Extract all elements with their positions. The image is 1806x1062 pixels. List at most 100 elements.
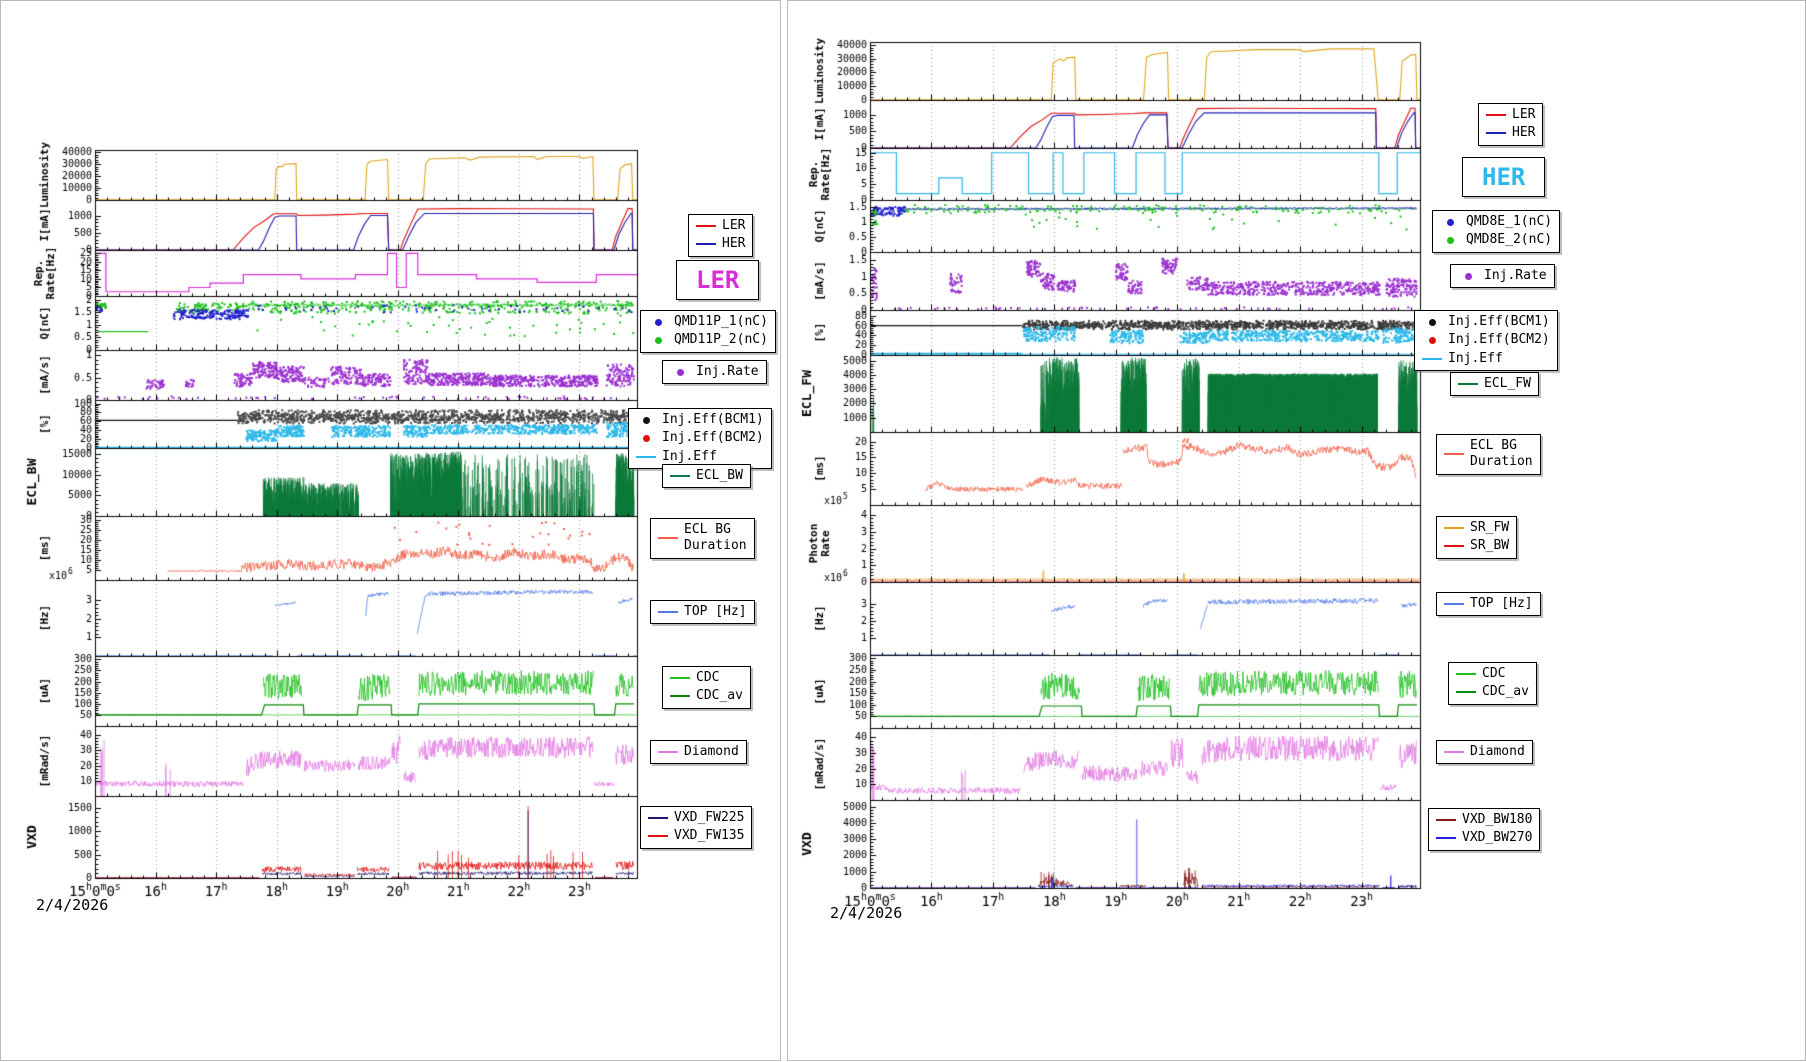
line-marker <box>1444 751 1464 754</box>
line-marker <box>1436 819 1456 822</box>
legend-entry-label: Inj.Eff(BCM2) <box>662 430 764 446</box>
legend-entry-label: SR_FW <box>1470 520 1510 535</box>
legend-entry-label: TOP [Hz] <box>684 604 747 619</box>
legend-marker-swatch <box>648 817 668 820</box>
legend-marker-swatch <box>670 677 690 680</box>
legend-entry-label: ECL_FW <box>1484 376 1531 391</box>
legend-entry: Inj.Eff(BCM1) <box>1420 313 1552 331</box>
legend-entry-label: TOP [Hz] <box>1470 596 1533 611</box>
legend-right-cdc: CDC CDC_av <box>1448 662 1537 705</box>
legend-right-sr: SR_FW SR_BW <box>1436 516 1518 559</box>
legend-entry: ECL_BW <box>668 467 745 485</box>
legend-entry-label: HER <box>1512 125 1536 141</box>
line-marker <box>648 835 668 838</box>
legend-entry: Diamond <box>656 743 741 761</box>
line-marker <box>1444 603 1464 606</box>
legend-entry-label: CDC <box>696 670 720 685</box>
legend-left-cdc: CDC CDC_av <box>662 666 751 709</box>
legend-entry-label: ECL BG Duration <box>684 522 747 554</box>
dot-marker <box>648 318 668 326</box>
line-marker <box>1436 837 1456 840</box>
legend-right-charge: QMD8E_1(nC) QMD8E_2(nC) <box>1432 210 1561 253</box>
legend-entry: Inj.Eff(BCM2) <box>634 429 766 447</box>
legend-left-injeff: Inj.Eff(BCM1) Inj.Eff(BCM2) Inj.Eff <box>628 408 772 469</box>
legend-entry-label: Inj.Eff <box>1448 350 1503 366</box>
legend-right-eclfw: ECL_FW <box>1450 372 1539 397</box>
dot-marker <box>1422 318 1442 326</box>
legend-entry-label: QMD8E_2(nC) <box>1466 232 1553 248</box>
legend-entry-label: LER <box>722 218 746 233</box>
legend-marker-swatch <box>670 695 690 698</box>
dot-marker <box>1458 272 1478 280</box>
legend-entry-label: ECL_BW <box>696 468 743 483</box>
legend-marker-swatch <box>696 225 716 228</box>
legend-entry-label: Inj.Eff(BCM2) <box>1448 332 1550 348</box>
legend-marker-swatch <box>1446 218 1454 226</box>
line-marker <box>658 611 678 614</box>
legend-entry: Inj.Eff <box>1420 350 1552 368</box>
dot-marker <box>636 416 656 424</box>
line-marker <box>696 243 716 246</box>
legend-marker-swatch <box>1428 336 1436 344</box>
legend-marker-swatch <box>658 751 678 754</box>
dot-marker <box>636 434 656 442</box>
legend-marker-swatch <box>670 475 690 478</box>
dot-marker <box>670 368 690 376</box>
legend-marker-swatch <box>676 368 684 376</box>
legend-marker-swatch <box>1444 603 1464 606</box>
legend-left-diamond: Diamond <box>650 740 747 765</box>
legend-entry-label: VXD_BW180 <box>1462 812 1533 827</box>
legend-entry: CDC_av <box>1454 683 1531 701</box>
legend-entry-label: Inj.Rate <box>696 364 759 379</box>
legend-entry-label: VXD_FW135 <box>674 828 745 844</box>
legend-entry: LER <box>694 217 747 235</box>
legend-right-vxd: VXD_BW180 VXD_BW270 <box>1428 808 1541 851</box>
line-marker <box>1444 545 1464 548</box>
dot-marker <box>1422 336 1442 344</box>
legend-entry-label: Inj.Eff <box>662 448 717 464</box>
line-marker <box>1444 527 1464 530</box>
legend-marker-swatch <box>1446 236 1454 244</box>
line-marker <box>658 751 678 754</box>
line-marker <box>1486 114 1506 117</box>
legend-left-current: LER HER <box>688 214 754 257</box>
legend-marker-swatch <box>636 455 656 458</box>
legend-entry: QMD8E_2(nC) <box>1438 231 1554 249</box>
legend-entry-label: QMD11P_2(nC) <box>674 332 768 348</box>
legend-marker-swatch <box>1422 357 1442 360</box>
legend-entry-label: Inj.Eff(BCM1) <box>1448 314 1550 329</box>
legend-entry-label: Diamond <box>1470 744 1525 759</box>
legend-marker-swatch <box>654 336 662 344</box>
legend-entry: ECL BG Duration <box>656 521 749 556</box>
legend-entry: TOP [Hz] <box>1442 595 1535 613</box>
legend-entry: VXD_FW135 <box>646 827 746 845</box>
legend-entry-label: VXD_FW225 <box>674 810 745 825</box>
legend-entry-label: Diamond <box>684 744 739 759</box>
legend-marker-swatch <box>1436 837 1456 840</box>
legend-entry: HER <box>1484 124 1537 142</box>
legend-entry: VXD_BW270 <box>1434 829 1534 847</box>
dot-marker <box>648 336 668 344</box>
legend-entry: TOP [Hz] <box>656 603 749 621</box>
legend-entry-label: VXD_BW270 <box>1462 830 1533 846</box>
line-marker <box>670 677 690 680</box>
legend-marker-swatch <box>1464 272 1472 280</box>
legend-right-top: TOP [Hz] <box>1436 592 1541 617</box>
line-marker <box>636 455 656 458</box>
line-marker <box>1486 132 1506 135</box>
legend-entry: CDC <box>1454 665 1531 683</box>
legend-marker-swatch <box>1444 545 1464 548</box>
line-marker <box>670 475 690 478</box>
legend-marker-swatch <box>658 611 678 614</box>
legend-entry: SR_FW <box>1442 519 1511 537</box>
dot-marker <box>1440 236 1460 244</box>
legend-marker-swatch <box>696 243 716 246</box>
legend-left-eclbg: ECL BG Duration <box>650 518 755 559</box>
line-marker <box>1458 383 1478 386</box>
legend-right-injeff: Inj.Eff(BCM1) Inj.Eff(BCM2) Inj.Eff <box>1414 310 1558 371</box>
legend-left-top: TOP [Hz] <box>650 600 755 625</box>
legend-entry: QMD11P_1(nC) <box>646 313 770 331</box>
legend-right-current: LER HER <box>1478 103 1544 146</box>
legend-right-injrate: Inj.Rate <box>1450 264 1555 289</box>
legend-marker-swatch <box>1458 383 1478 386</box>
